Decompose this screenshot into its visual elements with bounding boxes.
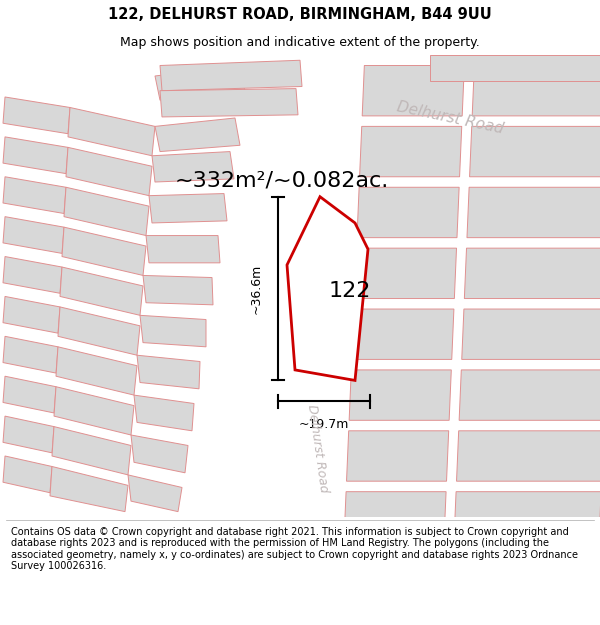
Polygon shape [3, 296, 60, 333]
Polygon shape [160, 89, 298, 117]
Text: ~36.6m: ~36.6m [250, 263, 263, 314]
Text: Delhurst Road: Delhurst Road [305, 404, 331, 494]
Polygon shape [362, 66, 464, 116]
Polygon shape [347, 431, 449, 481]
Polygon shape [3, 137, 68, 174]
Polygon shape [58, 307, 140, 355]
Polygon shape [344, 492, 446, 542]
Polygon shape [359, 126, 462, 177]
Text: Contains OS data © Crown copyright and database right 2021. This information is : Contains OS data © Crown copyright and d… [11, 527, 578, 571]
Polygon shape [134, 395, 194, 431]
Polygon shape [3, 177, 66, 214]
Polygon shape [64, 188, 149, 236]
Text: Map shows position and indicative extent of the property.: Map shows position and indicative extent… [120, 36, 480, 49]
Polygon shape [0, 76, 315, 276]
Polygon shape [0, 55, 330, 191]
Polygon shape [3, 256, 62, 293]
Polygon shape [3, 416, 54, 453]
Polygon shape [66, 148, 152, 196]
Polygon shape [357, 188, 459, 238]
Polygon shape [3, 97, 70, 134]
Polygon shape [68, 107, 155, 156]
Polygon shape [146, 236, 220, 263]
Polygon shape [140, 316, 206, 347]
Polygon shape [355, 248, 457, 299]
Polygon shape [60, 267, 143, 316]
Text: ~332m²/~0.082ac.: ~332m²/~0.082ac. [175, 171, 389, 191]
Polygon shape [352, 309, 454, 359]
Polygon shape [128, 475, 182, 512]
Polygon shape [50, 466, 128, 512]
Polygon shape [137, 355, 200, 389]
Polygon shape [472, 66, 600, 116]
Polygon shape [3, 336, 58, 373]
Polygon shape [3, 456, 52, 493]
Polygon shape [3, 376, 56, 413]
Polygon shape [149, 194, 227, 223]
Polygon shape [470, 126, 600, 177]
Polygon shape [454, 492, 600, 542]
Polygon shape [155, 118, 240, 152]
Polygon shape [56, 347, 137, 395]
Polygon shape [467, 188, 600, 238]
Polygon shape [430, 55, 600, 81]
Polygon shape [457, 431, 600, 481]
Text: ~19.7m: ~19.7m [299, 418, 349, 431]
Polygon shape [131, 435, 188, 472]
Polygon shape [143, 276, 213, 305]
Text: 122, DELHURST ROAD, BIRMINGHAM, B44 9UU: 122, DELHURST ROAD, BIRMINGHAM, B44 9UU [108, 8, 492, 22]
Polygon shape [0, 55, 600, 108]
Polygon shape [464, 248, 600, 299]
Polygon shape [462, 309, 600, 359]
Polygon shape [459, 370, 600, 420]
Polygon shape [152, 152, 234, 182]
Polygon shape [54, 387, 134, 435]
Polygon shape [3, 217, 64, 253]
Polygon shape [160, 60, 302, 91]
Text: 122: 122 [329, 281, 371, 301]
Polygon shape [52, 427, 131, 475]
Polygon shape [62, 227, 146, 276]
Polygon shape [295, 55, 370, 517]
Polygon shape [287, 197, 368, 381]
Polygon shape [155, 66, 245, 100]
Text: Delhurst Road: Delhurst Road [395, 99, 505, 137]
Polygon shape [349, 370, 451, 420]
